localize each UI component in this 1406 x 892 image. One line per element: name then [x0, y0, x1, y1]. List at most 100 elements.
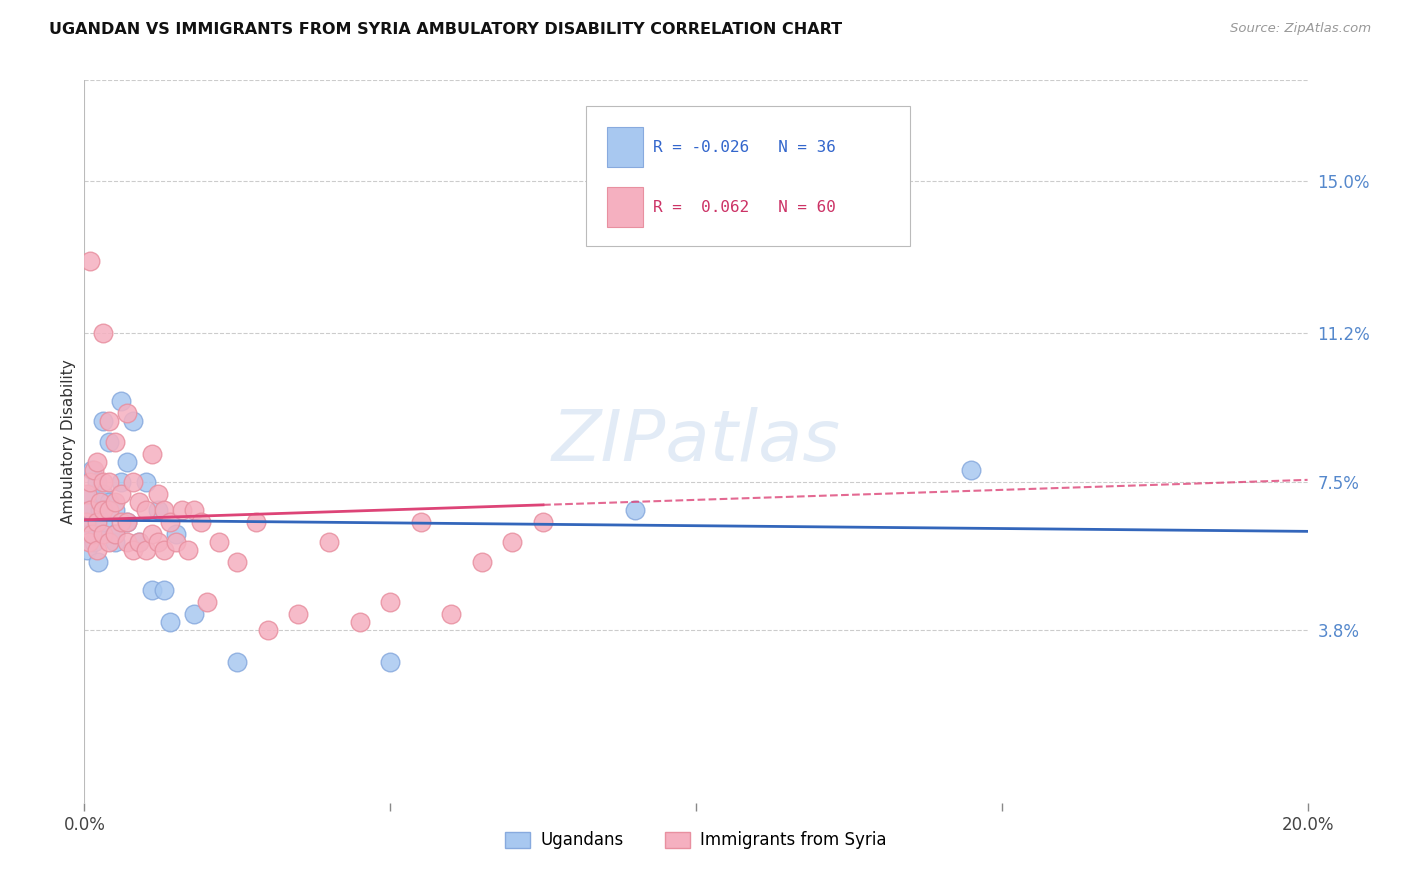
Point	[135, 542, 157, 557]
FancyBboxPatch shape	[606, 187, 644, 227]
Point	[146, 487, 169, 501]
Point	[79, 253, 101, 268]
Point	[122, 475, 145, 489]
Point	[104, 502, 127, 516]
Point	[165, 526, 187, 541]
Point	[128, 494, 150, 508]
Point	[146, 534, 169, 549]
Point	[104, 494, 127, 508]
Point	[122, 542, 145, 557]
Point	[141, 526, 163, 541]
Point	[79, 502, 101, 516]
Point	[97, 502, 120, 516]
Point	[83, 534, 105, 549]
Point	[83, 462, 105, 476]
Point	[91, 515, 114, 529]
Point	[104, 434, 127, 449]
Point	[190, 515, 212, 529]
Point	[86, 475, 108, 489]
Point	[502, 534, 524, 549]
Point	[89, 494, 111, 508]
Point	[183, 607, 205, 621]
Point	[153, 542, 176, 557]
Point	[110, 394, 132, 409]
Point	[80, 462, 103, 476]
Point	[128, 534, 150, 549]
Point	[86, 454, 108, 469]
Point	[91, 475, 114, 489]
Point	[76, 542, 98, 557]
Point	[128, 534, 150, 549]
Point	[97, 434, 120, 449]
Point	[97, 475, 120, 489]
Point	[183, 502, 205, 516]
Point	[115, 454, 138, 469]
Point	[226, 655, 249, 669]
Point	[440, 607, 463, 621]
Point	[104, 534, 127, 549]
Point	[76, 487, 98, 501]
Point	[380, 655, 402, 669]
Point	[79, 475, 101, 489]
Point	[135, 502, 157, 516]
Point	[471, 555, 494, 569]
Point	[172, 502, 194, 516]
Point	[91, 326, 114, 341]
Point	[141, 583, 163, 598]
Point	[226, 555, 249, 569]
Point	[97, 494, 120, 508]
Text: R =  0.062   N = 60: R = 0.062 N = 60	[654, 200, 837, 215]
Point	[122, 414, 145, 428]
Point	[115, 407, 138, 421]
Point	[349, 615, 371, 630]
Point	[76, 515, 98, 529]
Point	[79, 502, 101, 516]
Point	[97, 414, 120, 428]
Point	[257, 623, 280, 637]
Point	[89, 502, 111, 516]
Point	[165, 534, 187, 549]
FancyBboxPatch shape	[586, 105, 910, 246]
Point	[159, 615, 181, 630]
Y-axis label: Ambulatory Disability: Ambulatory Disability	[60, 359, 76, 524]
Text: ZIPatlas: ZIPatlas	[551, 407, 841, 476]
Point	[153, 502, 176, 516]
Point	[624, 502, 647, 516]
Point	[409, 515, 432, 529]
Text: R = -0.026   N = 36: R = -0.026 N = 36	[654, 140, 837, 155]
Point	[380, 595, 402, 609]
Point	[159, 515, 181, 529]
Point	[75, 515, 97, 529]
Point	[91, 487, 114, 501]
Point	[177, 542, 200, 557]
Point	[87, 555, 110, 569]
Point	[115, 515, 138, 529]
Point	[208, 534, 231, 549]
Point	[110, 475, 132, 489]
Point	[115, 534, 138, 549]
Text: Source: ZipAtlas.com: Source: ZipAtlas.com	[1230, 22, 1371, 36]
Point	[97, 534, 120, 549]
Point	[141, 446, 163, 460]
Point	[146, 502, 169, 516]
Point	[77, 526, 100, 541]
Point	[531, 515, 554, 529]
Point	[245, 515, 267, 529]
Legend: Ugandans, Immigrants from Syria: Ugandans, Immigrants from Syria	[499, 824, 893, 856]
Point	[91, 526, 114, 541]
Point	[195, 595, 218, 609]
Point	[115, 515, 138, 529]
Point	[287, 607, 309, 621]
Point	[135, 475, 157, 489]
Point	[104, 526, 127, 541]
Point	[86, 526, 108, 541]
Point	[77, 534, 100, 549]
Point	[318, 534, 340, 549]
Point	[91, 502, 114, 516]
Text: UGANDAN VS IMMIGRANTS FROM SYRIA AMBULATORY DISABILITY CORRELATION CHART: UGANDAN VS IMMIGRANTS FROM SYRIA AMBULAT…	[49, 22, 842, 37]
FancyBboxPatch shape	[606, 128, 644, 167]
Point	[960, 462, 983, 476]
Point	[91, 414, 114, 428]
Point	[110, 515, 132, 529]
Point	[80, 526, 103, 541]
